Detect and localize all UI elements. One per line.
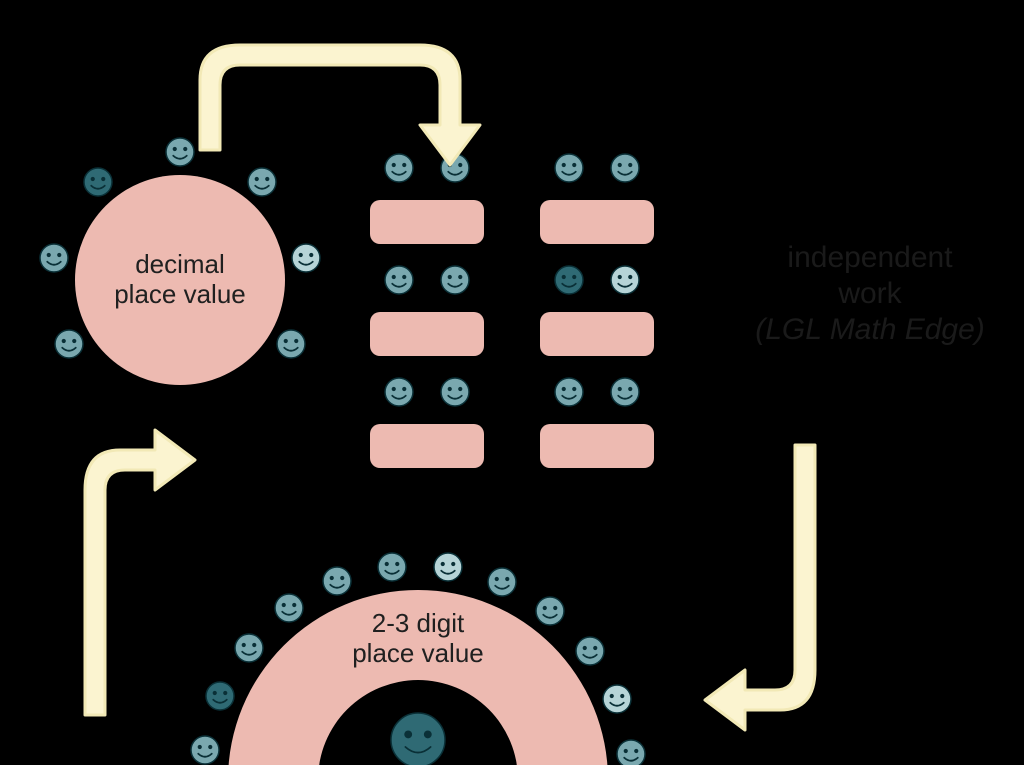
student-smiley-icon	[54, 329, 84, 359]
desk	[540, 424, 654, 468]
node-decimal-place-value: decimal place value	[75, 175, 285, 385]
student-smiley-icon	[247, 167, 277, 197]
student-smiley-icon	[384, 265, 414, 295]
student-smiley-icon	[384, 377, 414, 407]
student-smiley-icon	[377, 552, 407, 582]
student-smiley-icon	[190, 735, 220, 765]
student-smiley-icon	[234, 633, 264, 663]
student-smiley-icon	[554, 377, 584, 407]
desk	[540, 200, 654, 244]
student-smiley-icon	[610, 153, 640, 183]
arrow-right	[690, 440, 860, 750]
student-smiley-icon	[440, 377, 470, 407]
teacher-smiley-icon	[390, 712, 446, 765]
student-smiley-icon	[487, 567, 517, 597]
desk	[370, 312, 484, 356]
student-smiley-icon	[602, 684, 632, 714]
student-smiley-icon	[575, 636, 605, 666]
student-smiley-icon	[616, 739, 646, 765]
desk	[540, 312, 654, 356]
desk	[370, 424, 484, 468]
student-smiley-icon	[440, 265, 470, 295]
student-smiley-icon	[274, 593, 304, 623]
student-smiley-icon	[433, 552, 463, 582]
student-smiley-icon	[554, 153, 584, 183]
label-line: (LGL Math Edge)	[720, 312, 1020, 348]
arrow-top	[170, 20, 490, 170]
independent-work-label: independent work (LGL Math Edge)	[720, 240, 1020, 348]
node-label-line: decimal	[114, 250, 246, 280]
arrow-left	[40, 410, 210, 720]
student-smiley-icon	[322, 566, 352, 596]
student-smiley-icon	[276, 329, 306, 359]
student-smiley-icon	[610, 377, 640, 407]
node-label: 2-3 digit place value	[298, 609, 538, 669]
student-smiley-icon	[39, 243, 69, 273]
student-smiley-icon	[554, 265, 584, 295]
node-label-line: place value	[298, 639, 538, 669]
student-smiley-icon	[83, 167, 113, 197]
desk	[370, 200, 484, 244]
label-line: work	[720, 276, 1020, 312]
node-label-line: place value	[114, 280, 246, 310]
student-smiley-icon	[610, 265, 640, 295]
student-smiley-icon	[291, 243, 321, 273]
label-line: independent	[720, 240, 1020, 276]
node-label-line: 2-3 digit	[298, 609, 538, 639]
diagram-stage: decimal place value 2-3 digit place valu…	[0, 0, 1024, 765]
student-smiley-icon	[535, 596, 565, 626]
